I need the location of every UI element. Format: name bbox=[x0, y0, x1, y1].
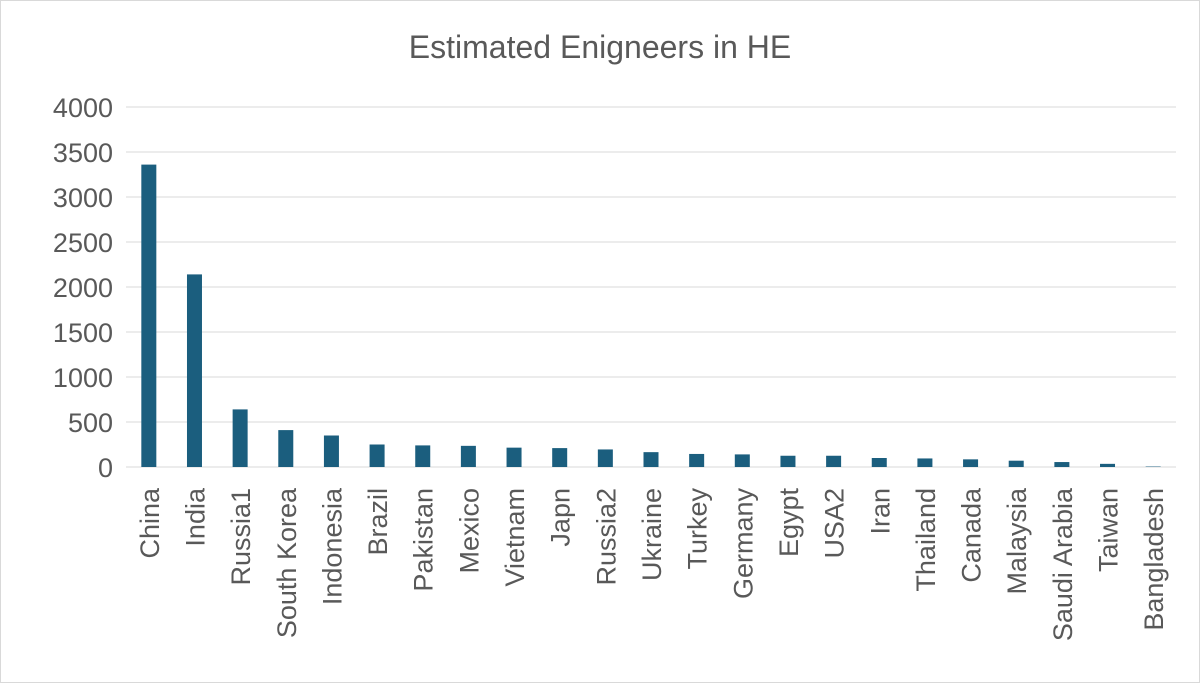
y-tick-label: 3500 bbox=[53, 138, 113, 168]
x-tick-label: Brazil bbox=[363, 488, 393, 556]
x-tick-label: China bbox=[135, 487, 165, 559]
bar-russia1 bbox=[232, 409, 248, 467]
x-tick-label: Japn bbox=[546, 488, 576, 547]
bar-egypt bbox=[780, 455, 796, 467]
x-tick-label: Vietnam bbox=[500, 488, 530, 587]
bar-russia2 bbox=[597, 449, 613, 467]
y-axis-tick-labels: 0 500 1000 1500 2000 2500 3000 3500 4000 bbox=[53, 93, 113, 483]
x-tick-label: Bangladesh bbox=[1139, 488, 1169, 631]
y-tick-label: 3000 bbox=[53, 183, 113, 213]
bar-usa2 bbox=[826, 455, 842, 467]
x-tick-label: Russia1 bbox=[226, 488, 256, 586]
bar-vietnam bbox=[506, 447, 522, 467]
bar-indonesia bbox=[323, 435, 339, 467]
x-tick-label: Indonesia bbox=[317, 487, 347, 605]
bar-germany bbox=[734, 454, 750, 467]
x-tick-label: Canada bbox=[957, 487, 987, 583]
gridlines bbox=[126, 106, 1176, 468]
y-tick-label: 0 bbox=[98, 453, 113, 483]
x-axis-tick-labels: China India Russia1 South Korea Indonesia Bra… bbox=[135, 487, 1169, 641]
y-tick-label: 2000 bbox=[53, 273, 113, 303]
y-tick-label: 500 bbox=[68, 408, 113, 438]
x-tick-label: Mexico bbox=[454, 488, 484, 574]
chart-title: Estimated Enigneers in HE bbox=[409, 29, 791, 65]
bars bbox=[141, 164, 1161, 467]
x-tick-label: Iran bbox=[865, 488, 895, 535]
bar-iran bbox=[871, 458, 887, 467]
x-tick-label: Pakistan bbox=[409, 488, 439, 592]
bar-japn bbox=[552, 448, 568, 467]
x-tick-label: Malaysia bbox=[1002, 487, 1032, 595]
x-tick-label: USA2 bbox=[820, 488, 850, 559]
y-tick-label: 4000 bbox=[53, 93, 113, 123]
y-tick-label: 2500 bbox=[53, 228, 113, 258]
bar-canada bbox=[963, 459, 979, 467]
y-tick-label: 1000 bbox=[53, 363, 113, 393]
bar-turkey bbox=[689, 453, 705, 467]
bar-taiwan bbox=[1100, 463, 1116, 467]
x-tick-label: Thailand bbox=[911, 488, 941, 592]
bar-india bbox=[186, 274, 202, 467]
y-tick-label: 1500 bbox=[53, 318, 113, 348]
bar-brazil bbox=[369, 444, 385, 467]
x-tick-label: Taiwan bbox=[1094, 488, 1124, 572]
x-tick-label: Egypt bbox=[774, 488, 804, 558]
bar-south-korea bbox=[278, 430, 294, 467]
x-tick-label: Germany bbox=[728, 488, 758, 600]
bar-ukraine bbox=[643, 452, 659, 467]
bar-thailand bbox=[917, 458, 933, 467]
x-tick-label: Ukraine bbox=[637, 488, 667, 581]
bar-malaysia bbox=[1008, 460, 1024, 467]
bar-pakistan bbox=[415, 445, 431, 467]
x-tick-label: Russia2 bbox=[591, 488, 621, 586]
x-tick-label: South Korea bbox=[272, 487, 302, 638]
x-tick-label: India bbox=[180, 487, 210, 547]
bar-saudi-arabia bbox=[1054, 462, 1070, 467]
x-tick-label: Saudi Arabia bbox=[1048, 487, 1078, 641]
x-tick-label: Turkey bbox=[683, 488, 713, 570]
bar-china bbox=[141, 164, 157, 467]
bar-mexico bbox=[460, 445, 476, 467]
